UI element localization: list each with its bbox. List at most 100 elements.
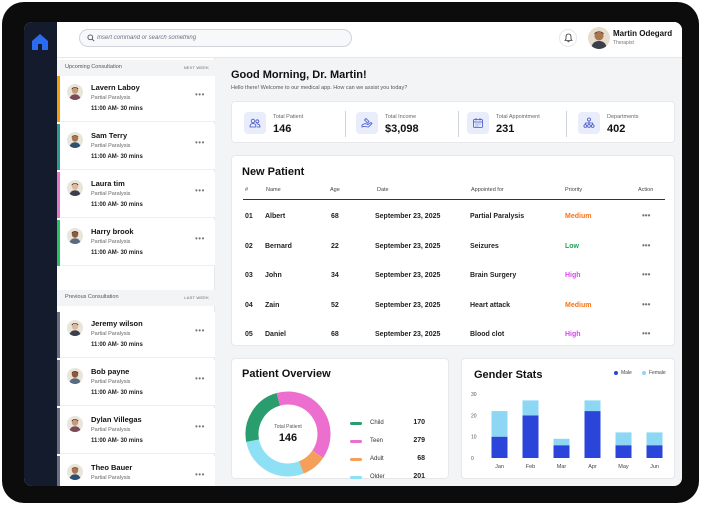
- patient-avatar: [67, 320, 83, 336]
- patient-avatar: [67, 180, 83, 196]
- bar-male-jun: [646, 445, 663, 458]
- legend-label: Teen: [370, 438, 384, 444]
- stat-label: Total Income: [385, 114, 417, 120]
- bar-male-apr: [584, 411, 601, 458]
- stat-value: 231: [496, 123, 515, 135]
- stat-value: $3,098: [385, 123, 419, 135]
- donut-slice-older: [246, 439, 304, 477]
- search-icon: [87, 34, 95, 42]
- consultation-card[interactable]: Dylan Villegas Partial Paralysis 11:00 AM-…: [57, 408, 215, 454]
- patient-age: 68: [331, 213, 339, 220]
- previous-title: Previous Consultation: [65, 294, 119, 300]
- bar-male-mar: [553, 445, 570, 458]
- consultation-card[interactable]: Harry brook Partial Paralysis 11:00 AM- 30…: [57, 220, 215, 266]
- appointed-for: Partial Paralysis: [470, 213, 525, 220]
- gender-stats-card: Gender Stats Male Female 0 10 20 30 Jan Feb Ma…: [461, 358, 675, 479]
- more-options-icon[interactable]: •••: [195, 374, 205, 383]
- appointment-date: September 23, 2025: [375, 272, 441, 279]
- legend-swatch: [350, 440, 362, 443]
- more-options-icon[interactable]: •••: [642, 211, 651, 220]
- user-avatar[interactable]: [588, 27, 610, 49]
- patient-diagnosis: Partial Paralysis: [91, 475, 131, 481]
- legend-label: Adult: [370, 456, 384, 462]
- table-row[interactable]: 01 Albert 68 September 23, 2025 Partial Para…: [232, 207, 676, 227]
- home-icon[interactable]: [29, 31, 51, 53]
- bar-female-jun: [646, 432, 663, 446]
- patient-name: Theo Bauer: [91, 463, 133, 472]
- legend-swatch: [350, 458, 362, 461]
- patient-name: Dylan Villegas: [91, 415, 142, 424]
- stat-value: 146: [273, 123, 292, 135]
- consultation-card[interactable]: Jeremy wilson Partial Paralysis 11:00 AM- …: [57, 312, 215, 358]
- x-tick-label: Feb: [526, 464, 535, 470]
- upcoming-range[interactable]: NEXT WEEK: [183, 65, 209, 70]
- appointment-time: 11:00 AM- 30 mins: [91, 250, 143, 256]
- accent-bar: [57, 456, 60, 486]
- table-row[interactable]: 04 Zain 52 September 23, 2025 Heart attack Me…: [232, 296, 676, 316]
- consultation-card[interactable]: Lavern Laboy Partial Paralysis 11:00 AM- 3…: [57, 76, 215, 122]
- patient-overview-card: Patient Overview Total Patient 146 Child…: [231, 358, 449, 480]
- nav-rail: [24, 22, 57, 486]
- accent-bar: [57, 408, 60, 454]
- divider: [566, 111, 567, 137]
- appointment-time: 11:00 AM- 30 mins: [91, 106, 143, 112]
- more-options-icon[interactable]: •••: [195, 90, 205, 99]
- more-options-icon[interactable]: •••: [642, 270, 651, 279]
- column-header: Date: [377, 187, 389, 193]
- more-options-icon[interactable]: •••: [195, 186, 205, 195]
- more-options-icon[interactable]: •••: [195, 234, 205, 243]
- user-name: Martin Odegard: [613, 29, 673, 38]
- consultation-card[interactable]: Laura tim Partial Paralysis 11:00 AM- 30 m…: [57, 172, 215, 218]
- more-options-icon[interactable]: •••: [642, 329, 651, 338]
- more-options-icon[interactable]: •••: [195, 138, 205, 147]
- bar-male-may: [615, 445, 632, 458]
- search-box[interactable]: [79, 29, 352, 47]
- donut-center-label: Total Patient: [274, 424, 302, 430]
- legend-female[interactable]: Female: [642, 370, 666, 376]
- appointment-time: 11:00 AM- 30 mins: [91, 342, 143, 348]
- search-input[interactable]: [97, 31, 347, 45]
- stat-label: Total Appointment: [496, 114, 540, 120]
- legend-label: Older: [370, 474, 385, 480]
- previous-header: Previous Consultation LAST WEEK: [57, 290, 215, 306]
- bar-male-jan: [491, 436, 508, 458]
- column-header: Action: [638, 187, 654, 193]
- bar-female-mar: [553, 438, 570, 446]
- patient-diagnosis: Partial Paralysis: [91, 191, 131, 197]
- more-options-icon[interactable]: •••: [195, 326, 205, 335]
- appointment-date: September 23, 2025: [375, 213, 441, 220]
- patient-age: 52: [331, 301, 339, 309]
- bar-female-may: [615, 432, 632, 446]
- table-row[interactable]: 05 Daniel 68 September 23, 2025 Blood clot Hi…: [232, 325, 676, 345]
- priority-label: Low: [565, 242, 579, 250]
- row-number: 04: [245, 301, 253, 309]
- consultation-card[interactable]: Bob payne Partial Paralysis 11:00 AM- 30 m…: [57, 360, 215, 406]
- patient-avatar: [67, 416, 83, 432]
- patient-name: John: [265, 272, 282, 279]
- legend-male[interactable]: Male: [614, 370, 632, 376]
- greeting-subtitle: Hello there! Welcome to our medical app.…: [231, 85, 408, 91]
- table-row[interactable]: 02 Bernard 22 September 23, 2025 Seizures Low…: [232, 237, 676, 257]
- more-options-icon[interactable]: •••: [642, 299, 651, 309]
- patient-avatar: [67, 228, 83, 244]
- row-number: 01: [245, 213, 253, 220]
- patient-diagnosis: Partial Paralysis: [91, 427, 131, 433]
- patient-name: Laura tim: [91, 179, 125, 188]
- appointed-for: Blood clot: [470, 331, 505, 338]
- notification-button[interactable]: [559, 29, 577, 47]
- previous-range[interactable]: LAST WEEK: [184, 295, 209, 300]
- header-divider: [243, 199, 665, 200]
- consultation-card[interactable]: Sam Terry Partial Paralysis 11:00 AM- 30 m…: [57, 124, 215, 170]
- more-options-icon[interactable]: •••: [642, 240, 651, 250]
- app-screen: Martin Odegard Therapist Upcoming Consul…: [24, 22, 682, 486]
- more-options-icon[interactable]: •••: [195, 470, 205, 479]
- legend-item: Child 170: [350, 419, 440, 429]
- table-row[interactable]: 03 John 34 September 23, 2025 Brain Surgery H…: [232, 266, 676, 286]
- more-options-icon[interactable]: •••: [195, 422, 205, 431]
- x-tick-label: Jan: [495, 464, 504, 470]
- patient-avatar: [67, 132, 83, 148]
- legend-dot: [614, 370, 618, 375]
- column-header: #: [245, 187, 249, 193]
- users-icon: [249, 118, 261, 128]
